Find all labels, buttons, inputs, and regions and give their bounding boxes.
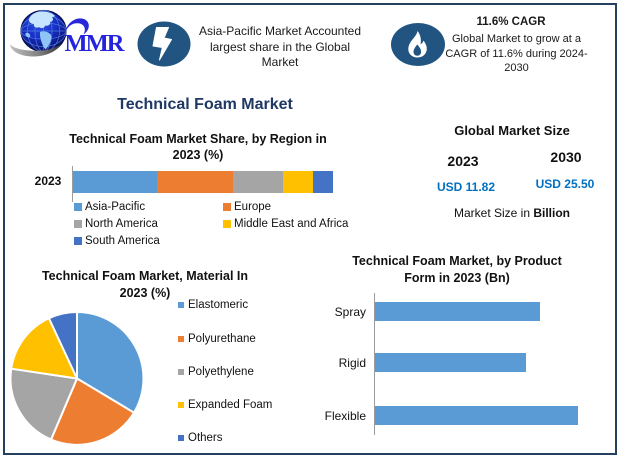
svg-text:MMR: MMR	[65, 30, 125, 57]
